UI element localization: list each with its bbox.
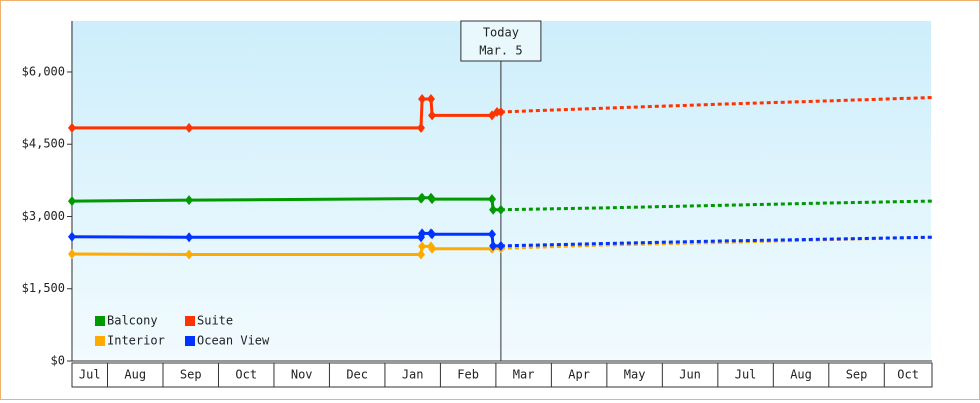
x-tick-label: Sep [180, 368, 202, 382]
x-tick-label: Jul [79, 368, 101, 382]
x-tick-label: Nov [291, 368, 313, 382]
x-tick-label: Apr [568, 368, 590, 382]
point-marker [68, 122, 76, 133]
point-marker [496, 106, 505, 117]
legend-label: Suite [197, 314, 233, 328]
point-marker [428, 194, 437, 205]
legend-swatch [95, 336, 105, 346]
x-tick-label: Oct [897, 368, 919, 382]
y-tick-label: $4,500 [22, 137, 65, 151]
x-tick-label: Feb [457, 368, 479, 382]
x-tick-label: Mar [513, 368, 535, 382]
point-marker [68, 249, 76, 260]
point-marker [428, 110, 437, 121]
point-marker [489, 204, 498, 215]
point-marker [185, 195, 194, 206]
x-tick-label: Aug [790, 368, 812, 382]
point-marker [488, 194, 497, 205]
point-marker [185, 122, 194, 133]
forecast-line [500, 199, 933, 212]
point-marker [489, 240, 498, 251]
point-marker [416, 122, 425, 133]
x-tick-label: Oct [235, 368, 257, 382]
point-marker [416, 249, 425, 260]
point-marker [428, 243, 437, 254]
point-marker [185, 249, 194, 260]
point-marker [418, 192, 427, 203]
point-marker [496, 240, 505, 251]
x-tick-label: Dec [346, 368, 368, 382]
point-marker [418, 241, 427, 252]
y-tick-label: $3,000 [22, 209, 65, 223]
legend-swatch [185, 316, 195, 326]
x-axis-box [71, 362, 933, 388]
y-tick-label: $6,000 [22, 64, 65, 78]
point-marker [68, 231, 76, 242]
legend-swatch [95, 316, 105, 326]
x-tick-label: Sep [846, 368, 868, 382]
today-date: Mar. 5 [479, 44, 522, 58]
forecast-line [500, 235, 933, 250]
point-marker [428, 229, 437, 240]
series-line [71, 244, 501, 257]
point-marker [488, 229, 497, 240]
legend-swatch [185, 336, 195, 346]
x-tick-label: Jan [402, 368, 424, 382]
forecast-line [500, 235, 933, 248]
x-tick-label: May [624, 368, 646, 382]
today-box [460, 20, 542, 62]
forecast-line [500, 96, 933, 114]
y-tick-label: $1,500 [22, 281, 65, 295]
x-tick-label: Aug [124, 368, 146, 382]
point-marker [418, 93, 427, 104]
x-tick-label: Jul [735, 368, 757, 382]
point-marker [418, 228, 427, 239]
point-marker [426, 93, 435, 104]
x-tick-label: Jun [679, 368, 701, 382]
legend-label: Ocean View [197, 334, 270, 348]
legend-label: Balcony [107, 314, 158, 328]
point-marker [496, 204, 505, 215]
today-title: Today [483, 26, 519, 40]
point-marker [68, 196, 76, 207]
y-tick-label: $0 [51, 354, 65, 368]
point-marker [185, 232, 194, 243]
legend-label: Interior [107, 334, 165, 348]
